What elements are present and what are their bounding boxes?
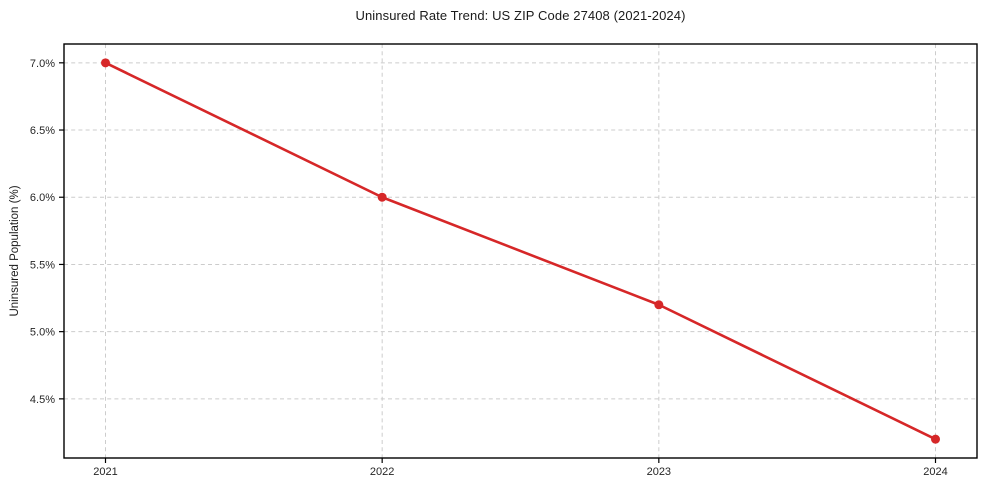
data-point-marker (654, 300, 664, 310)
x-tick-label: 2021 (93, 466, 117, 478)
y-tick-label: 7.0% (30, 58, 55, 70)
data-point-marker (101, 58, 110, 68)
chart-title: Uninsured Rate Trend: US ZIP Code 27408 … (355, 8, 686, 23)
x-tick-label: 2024 (923, 466, 947, 478)
x-tick-label: 2023 (647, 466, 671, 478)
data-point-marker (377, 192, 387, 202)
y-tick-label: 6.5% (30, 125, 55, 137)
x-tick-label: 2022 (370, 466, 394, 478)
trend-line (104, 61, 937, 441)
y-tick-label: 5.5% (30, 259, 55, 271)
axes-frame (63, 43, 978, 459)
y-tick-label: 5.0% (30, 327, 55, 339)
y-tick-label: 4.5% (30, 394, 55, 406)
data-point-marker (931, 434, 940, 444)
y-tick-label: 6.0% (30, 192, 55, 204)
